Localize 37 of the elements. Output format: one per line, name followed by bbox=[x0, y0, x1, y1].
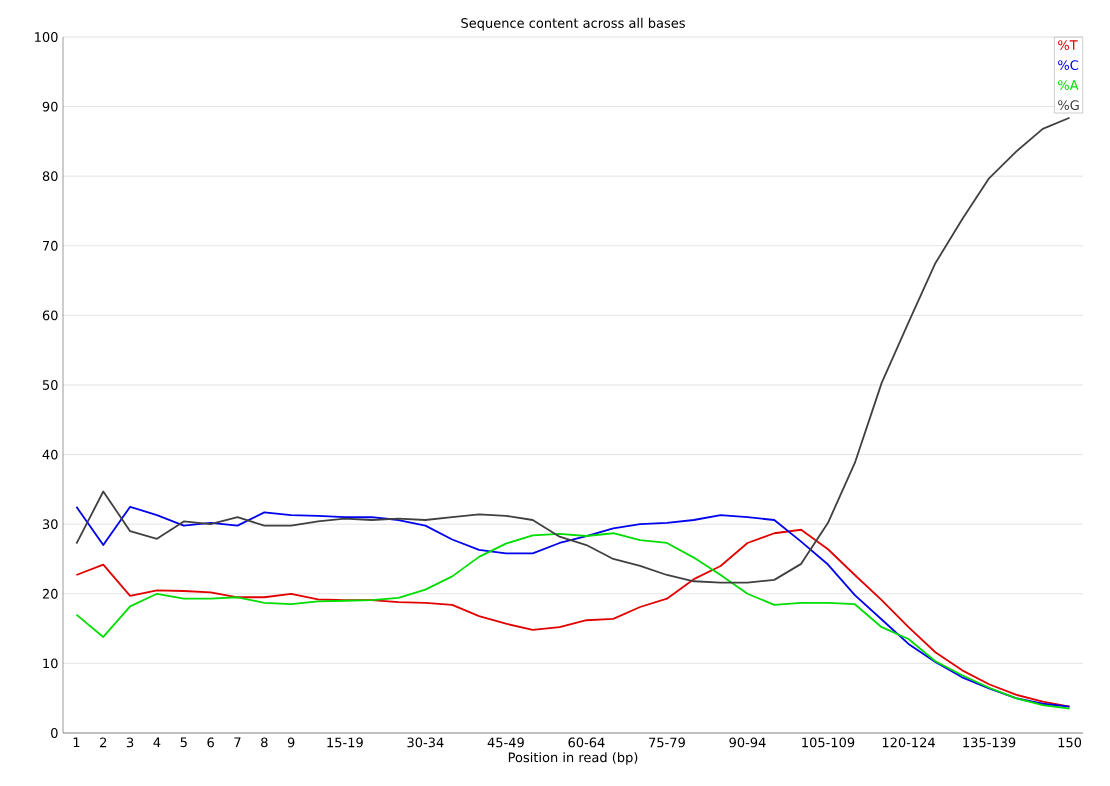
x-tick-label: 5 bbox=[180, 737, 187, 748]
x-tick-label: 2 bbox=[100, 737, 107, 748]
y-tick-label: 60 bbox=[42, 310, 58, 321]
y-tick-label: 50 bbox=[42, 380, 58, 390]
x-tick-label: 3 bbox=[126, 737, 134, 748]
y-tick-label: 30 bbox=[42, 519, 58, 530]
text: %T bbox=[1058, 40, 1078, 51]
x-tick-label: 7 bbox=[234, 737, 241, 747]
x-axis-title: Position in read (bp) bbox=[508, 752, 638, 765]
x-tick-label: 60-64 bbox=[568, 737, 605, 748]
x-tick-label: 120-124 bbox=[882, 737, 935, 748]
x-tick-label: 6 bbox=[207, 737, 214, 748]
x-tick-label: 1 bbox=[73, 737, 80, 747]
y-tick-label: 10 bbox=[43, 658, 58, 669]
y-tick-label: 100 bbox=[35, 32, 58, 42]
x-tick-label: 75-79 bbox=[649, 737, 685, 748]
series-label: %G bbox=[1058, 100, 1079, 111]
y-tick-label: 40 bbox=[42, 449, 58, 460]
y-tick-label: 90 bbox=[42, 101, 58, 112]
chart-title: Sequence content across all bases bbox=[461, 17, 685, 31]
y-tick-label: 70 bbox=[43, 240, 58, 251]
line-series bbox=[75, 116, 1071, 584]
x-tick-label: 105-109 bbox=[802, 737, 855, 748]
y-tick-label: 80 bbox=[42, 171, 58, 182]
text: %A bbox=[1058, 80, 1079, 91]
y-tick-label: 0 bbox=[51, 728, 58, 738]
text: %C bbox=[1058, 60, 1079, 71]
x-tick-label: 150 bbox=[1058, 737, 1082, 748]
y-tick-label: 20 bbox=[42, 588, 58, 599]
x-tick-label: 8 bbox=[261, 737, 268, 748]
x-tick-label: 30-34 bbox=[407, 737, 444, 748]
x-tick-label: 4 bbox=[153, 737, 161, 747]
x-tick-label: 15-19 bbox=[327, 737, 363, 748]
x-tick-label: 45-49 bbox=[487, 737, 524, 748]
x-tick-label: 90-94 bbox=[729, 737, 766, 748]
x-tick-label: 9 bbox=[287, 737, 295, 748]
x-tick-label: 135-139 bbox=[963, 737, 1016, 748]
